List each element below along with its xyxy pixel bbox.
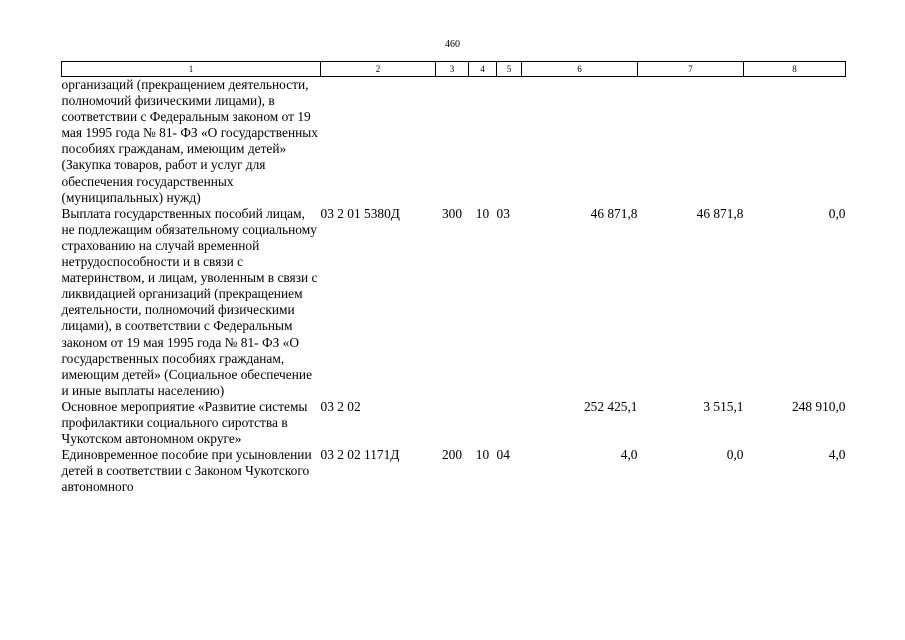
row-col4: 10 <box>475 447 490 463</box>
column-header-4: 4 <box>468 61 497 77</box>
row-col3 <box>436 77 469 206</box>
row-code: 03 2 02 <box>320 398 361 414</box>
row-name: организаций (прекращением деятельности, … <box>61 77 318 205</box>
column-header-1: 1 <box>61 61 321 77</box>
table-row: Выплата государственных пособий лицам, н… <box>62 206 846 399</box>
row-col5 <box>497 77 522 206</box>
row-col7: 46 871,8 <box>696 205 744 221</box>
row-col5: 03 <box>496 205 510 221</box>
table-row: Единовременное пособие при усыновлении д… <box>62 447 846 495</box>
row-col8: 0,0 <box>828 205 846 221</box>
row-name: Единовременное пособие при усыновлении д… <box>61 447 312 495</box>
column-header-5: 5 <box>496 61 522 77</box>
row-col5 <box>497 399 522 447</box>
table-row: Основное мероприятие «Развитие системы п… <box>62 399 846 447</box>
row-name: Основное мероприятие «Развитие системы п… <box>61 398 308 447</box>
row-col6: 252 425,1 <box>583 398 638 414</box>
row-col8: 248 910,0 <box>791 398 846 414</box>
row-col3: 200 <box>441 447 463 463</box>
budget-table: 1 2 3 4 5 6 7 8 организаций (прекращение… <box>61 61 846 495</box>
row-col4: 10 <box>475 205 490 221</box>
page-number: 460 <box>445 39 460 50</box>
row-col8 <box>744 77 846 206</box>
row-col7: 0,0 <box>726 447 744 463</box>
row-col6: 4,0 <box>620 447 638 463</box>
column-header-7: 7 <box>637 61 744 77</box>
row-code: 03 2 02 1171Д <box>320 447 400 463</box>
table-row: организаций (прекращением деятельности, … <box>62 77 846 206</box>
column-number-row: 1 2 3 4 5 6 7 8 <box>61 61 846 77</box>
column-header-3: 3 <box>435 61 469 77</box>
row-code: 03 2 01 5380Д <box>320 205 400 221</box>
row-col5: 04 <box>496 447 510 463</box>
row-name: Выплата государственных пособий лицам, н… <box>61 205 318 398</box>
row-col8: 4,0 <box>828 447 846 463</box>
row-col7 <box>638 77 744 206</box>
column-header-6: 6 <box>521 61 638 77</box>
row-col3: 300 <box>441 205 463 221</box>
row-col6: 46 871,8 <box>590 205 638 221</box>
column-header-2: 2 <box>320 61 436 77</box>
row-col7: 3 515,1 <box>703 398 744 414</box>
row-col6 <box>522 77 638 206</box>
row-col4 <box>469 77 497 206</box>
row-code <box>321 77 436 206</box>
row-col3 <box>436 399 469 447</box>
row-col4 <box>469 399 497 447</box>
column-header-8: 8 <box>743 61 846 77</box>
